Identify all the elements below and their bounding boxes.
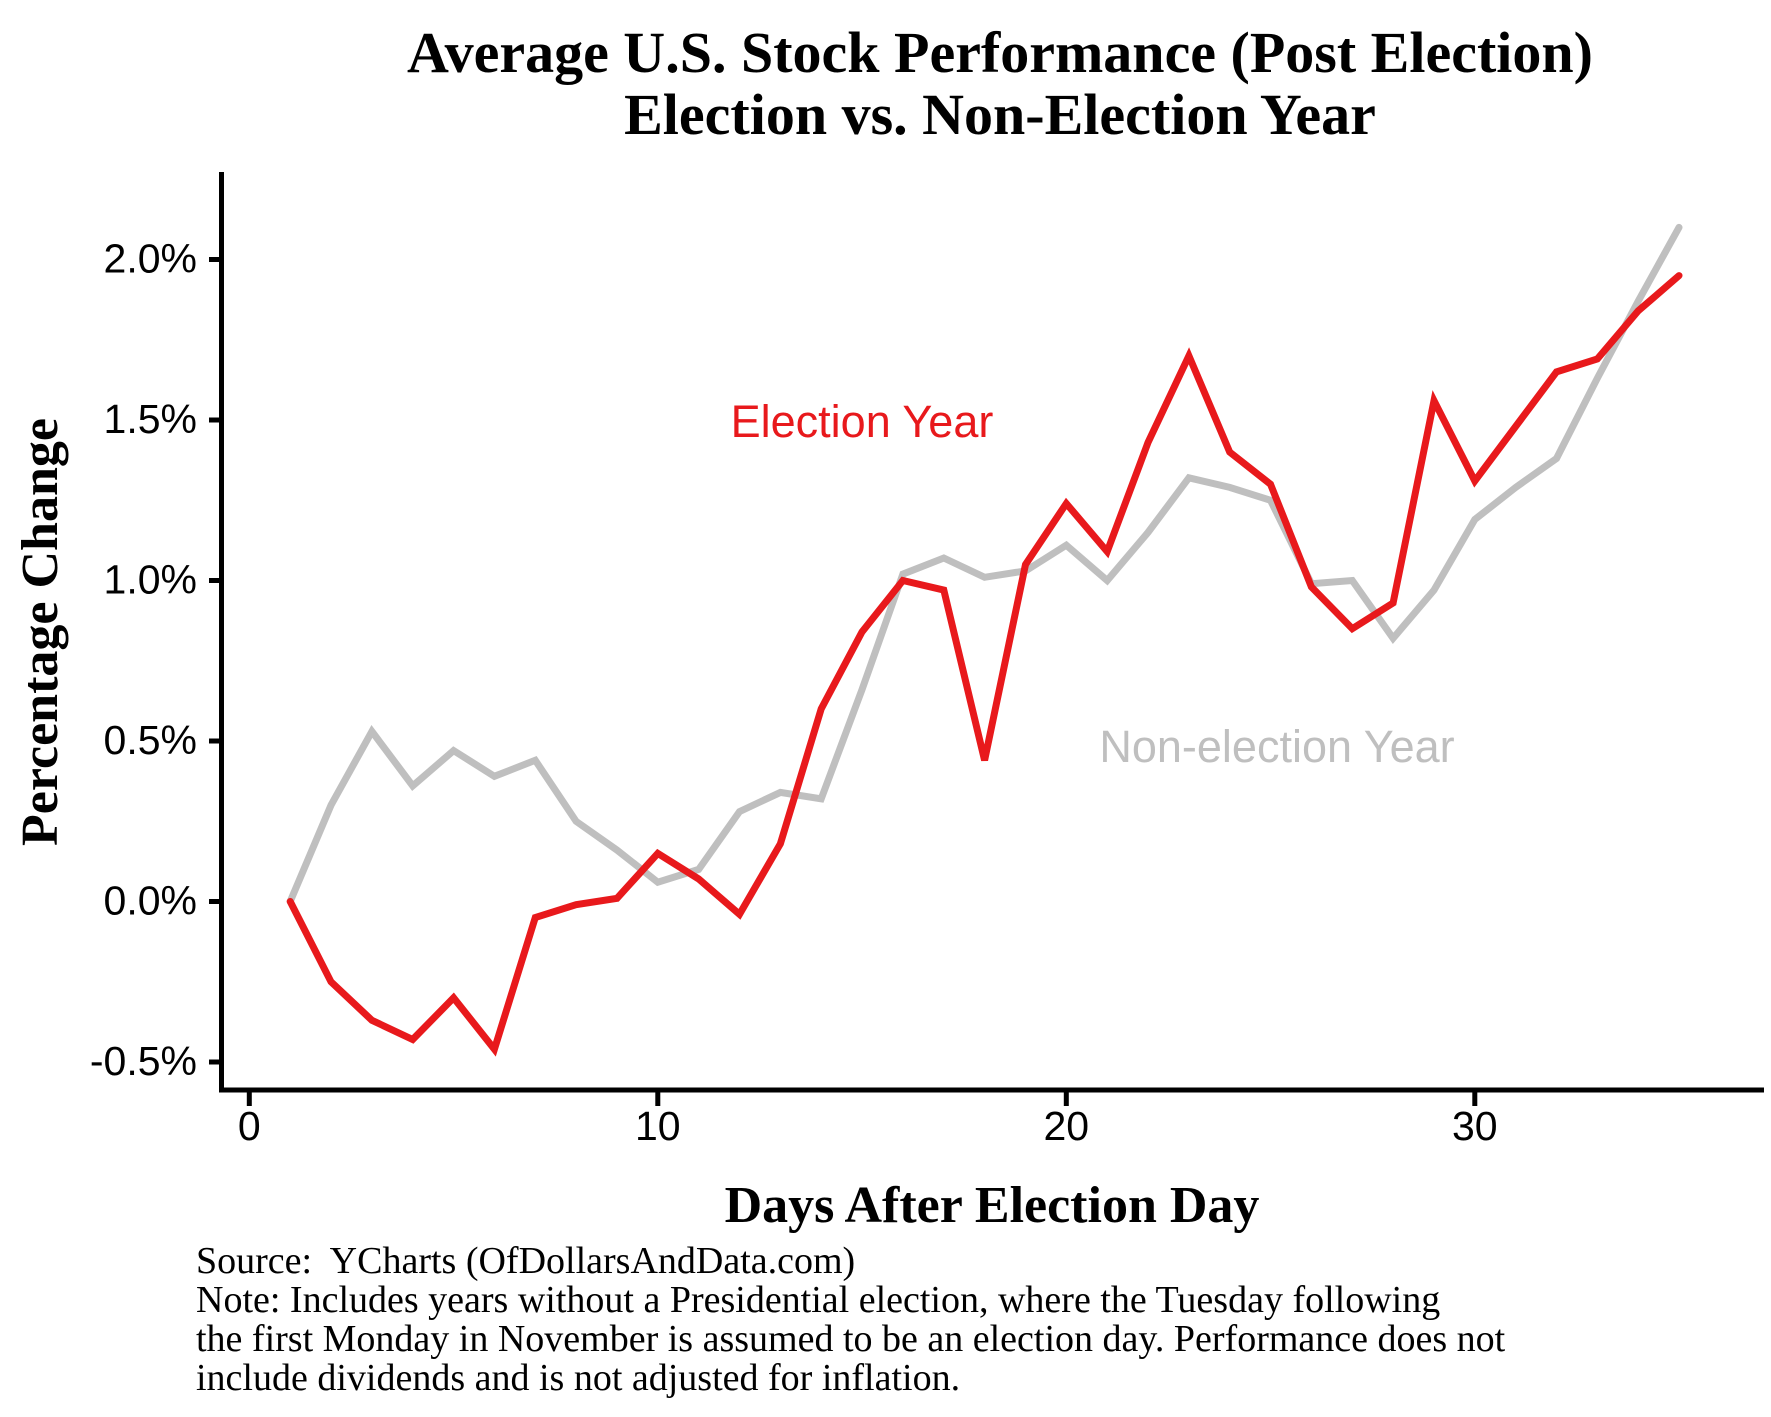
chart-title-line-2: Election vs. Non-Election Year xyxy=(624,82,1376,147)
non-election-year-label: Non-election Year xyxy=(1099,721,1454,772)
y-tick-label: 0.5% xyxy=(104,717,197,763)
footer-note-line-1: Note: Includes years without a President… xyxy=(196,1279,1440,1321)
x-axis-title: Days After Election Day xyxy=(725,1177,1260,1234)
x-axis-ticks: 0 10 20 30 xyxy=(238,1092,1498,1149)
y-tick-label: 0.0% xyxy=(104,878,197,924)
footer-note-line-3: include dividends and is not adjusted fo… xyxy=(196,1357,960,1399)
y-axis-title: Percentage Change xyxy=(12,418,69,846)
y-tick-label: 1.0% xyxy=(104,557,197,603)
x-tick-label: 20 xyxy=(1043,1103,1089,1149)
y-axis-ticks: 2.0% 1.5% 1.0% 0.5% 0.0% -0.5% xyxy=(90,236,221,1084)
footer-source: Source: YCharts (OfDollarsAndData.com) xyxy=(196,1240,855,1282)
y-tick-label: 2.0% xyxy=(104,236,197,282)
x-tick-label: 0 xyxy=(238,1103,261,1149)
chart-title-line-1: Average U.S. Stock Performance (Post Ele… xyxy=(407,20,1593,85)
series-lines xyxy=(286,223,1683,1057)
footer-note-line-2: the first Monday in November is assumed … xyxy=(196,1318,1506,1360)
election-year-label: Election Year xyxy=(731,396,994,447)
y-tick-label: -0.5% xyxy=(90,1038,197,1084)
x-tick-label: 30 xyxy=(1452,1103,1498,1149)
y-tick-label: 1.5% xyxy=(104,396,197,442)
election-year-line xyxy=(286,272,1683,1057)
x-tick-label: 10 xyxy=(635,1103,681,1149)
non-election-year-line xyxy=(286,223,1683,905)
